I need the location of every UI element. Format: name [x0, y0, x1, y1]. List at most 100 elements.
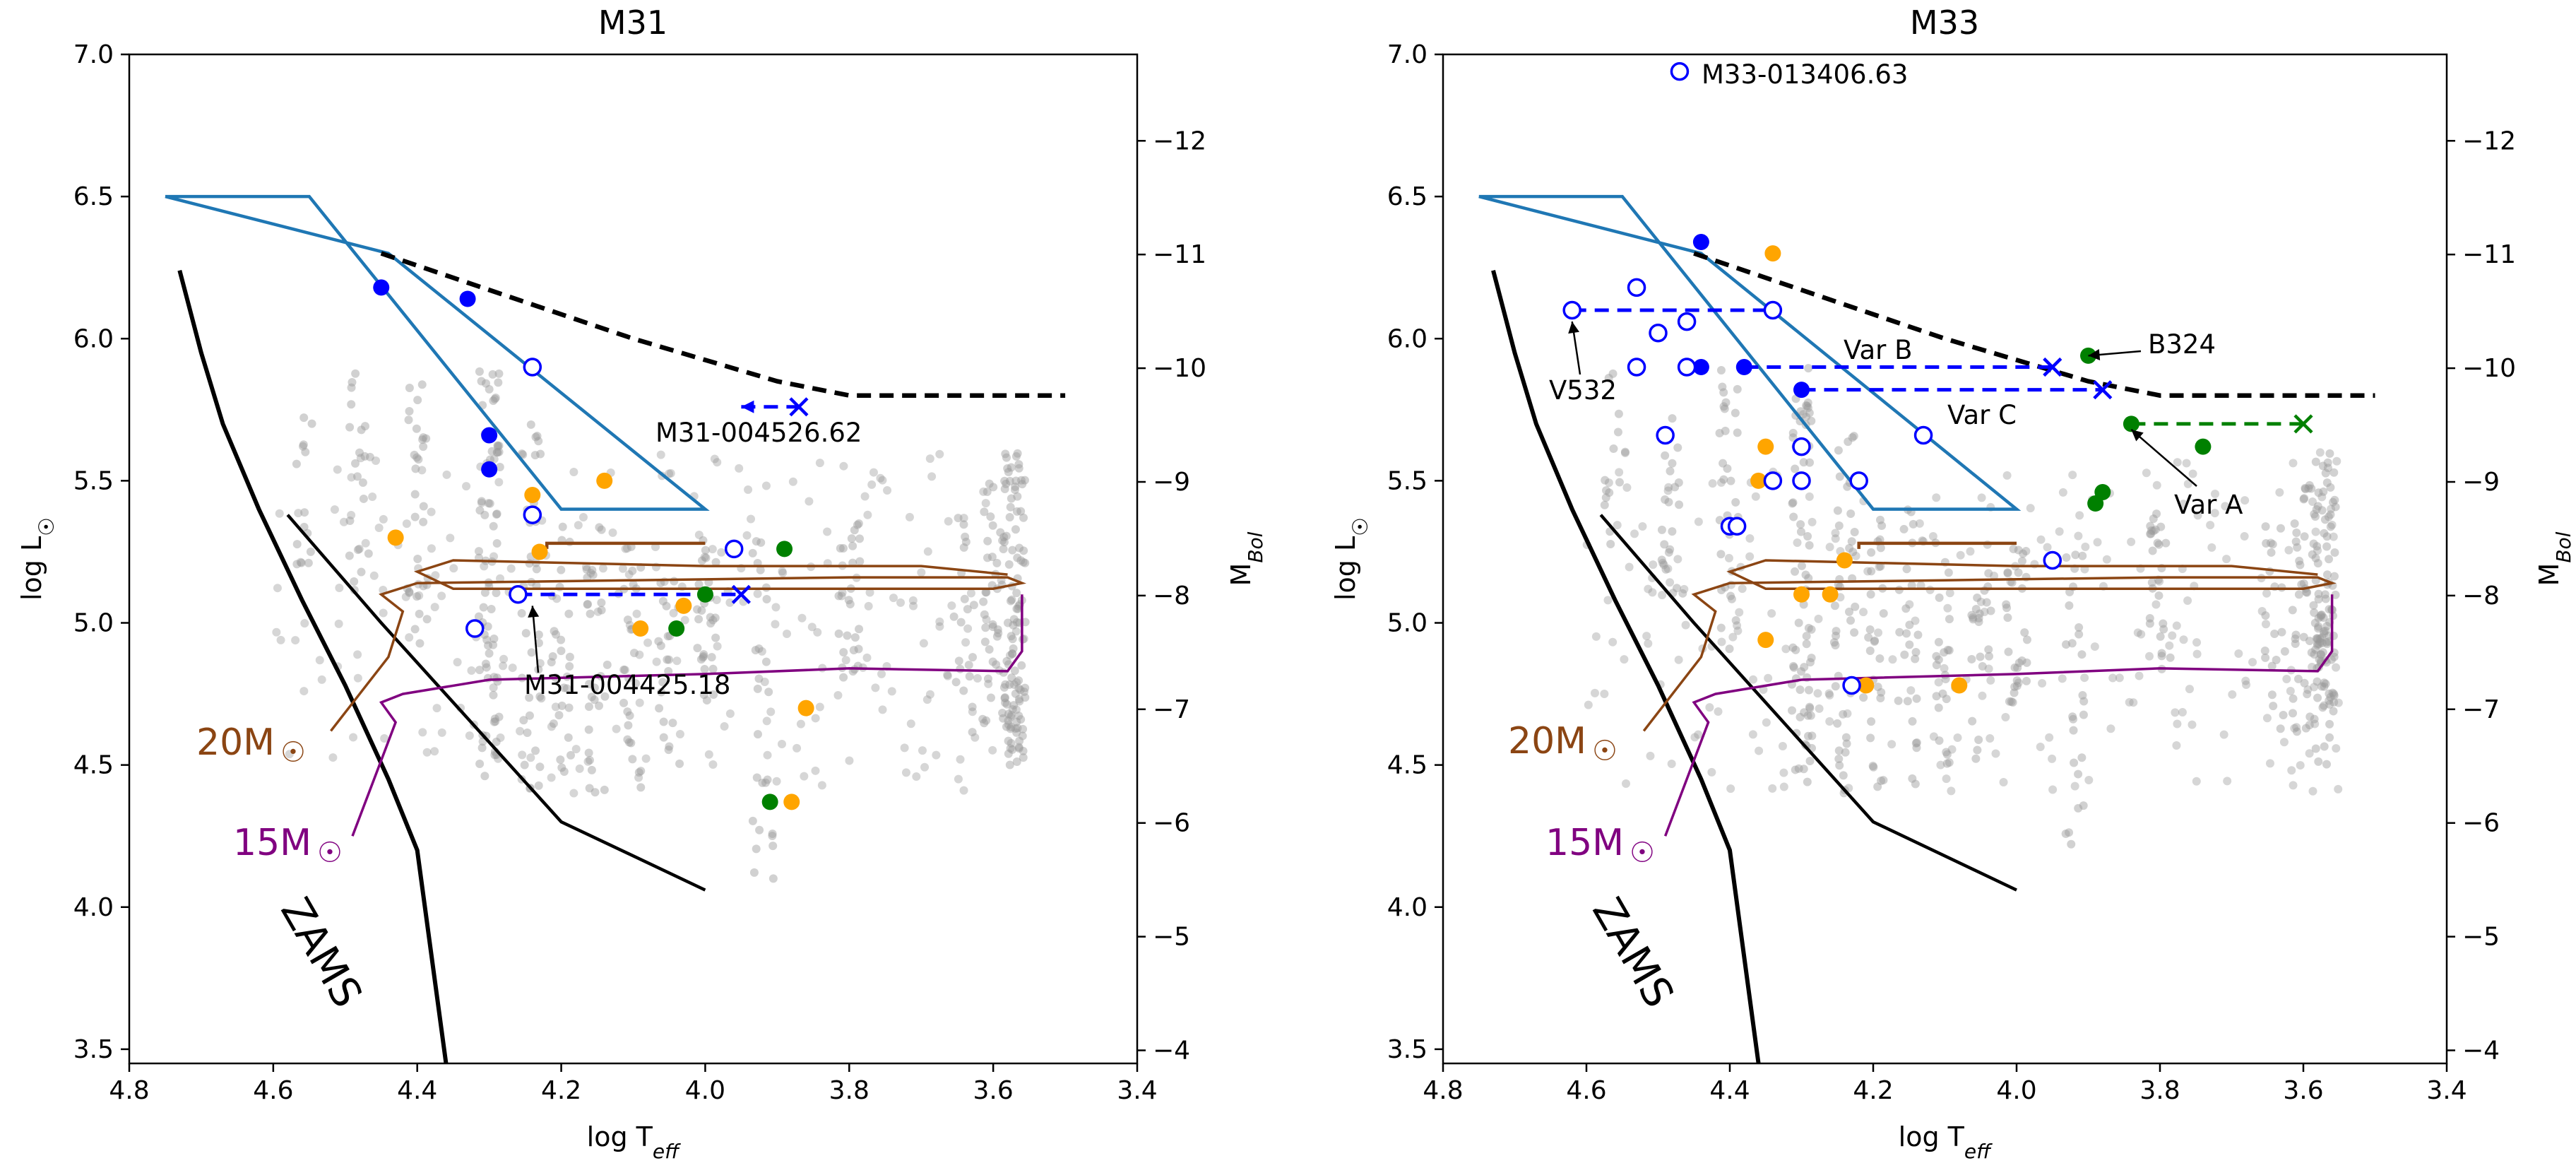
- background-star: [410, 450, 419, 459]
- background-star: [1843, 482, 1852, 491]
- background-star: [1934, 703, 1943, 712]
- background-star: [2318, 648, 2327, 657]
- background-star: [1974, 613, 1983, 623]
- background-star: [2329, 468, 2339, 477]
- background-star: [1014, 601, 1023, 610]
- background-star: [2329, 532, 2338, 541]
- background-star: [2192, 638, 2202, 647]
- background-star: [965, 672, 974, 681]
- background-star: [481, 659, 490, 668]
- background-star: [1789, 661, 1798, 671]
- background-star: [1011, 724, 1020, 733]
- background-star: [2142, 468, 2151, 478]
- background-star: [1614, 409, 1623, 418]
- background-star: [1789, 663, 1798, 672]
- background-star: [536, 449, 545, 459]
- orange-star: [1822, 586, 1839, 603]
- background-star: [1021, 693, 1030, 702]
- background-star: [2320, 678, 2329, 688]
- background-star: [586, 609, 595, 618]
- background-star: [298, 442, 307, 451]
- background-star: [508, 663, 517, 673]
- background-star: [1011, 482, 1020, 491]
- background-star: [2159, 625, 2168, 634]
- background-star: [815, 702, 824, 712]
- background-star: [2308, 662, 2317, 671]
- background-star: [493, 442, 502, 451]
- ticks-m33: 4.8 4.6 4.4 4.2 4.0 3.8 3.6 3.4 3.5 4.0 4.5 5.0 5.5 6…: [1387, 40, 2516, 1105]
- background-star: [484, 499, 493, 508]
- background-star: [634, 768, 643, 777]
- background-star: [2313, 634, 2322, 643]
- background-star: [350, 577, 359, 586]
- background-star: [2329, 707, 2338, 716]
- background-star: [1945, 615, 1954, 624]
- open-blue-star: [1627, 358, 1646, 377]
- variability-arrowhead: [741, 400, 754, 413]
- background-star: [2314, 622, 2323, 631]
- background-star: [2228, 690, 2237, 699]
- background-star: [2305, 712, 2315, 721]
- background-star: [748, 548, 757, 558]
- background-star: [600, 692, 610, 701]
- background-star: [353, 472, 362, 481]
- background-star: [480, 772, 489, 781]
- background-star: [2316, 610, 2325, 620]
- background-star: [980, 637, 990, 647]
- background-star: [430, 603, 439, 612]
- background-star: [431, 571, 440, 580]
- background-star: [2152, 480, 2161, 490]
- background-star: [537, 694, 546, 703]
- background-star: [944, 517, 953, 526]
- open-blue-star: [2043, 550, 2062, 570]
- background-star: [2012, 676, 2022, 685]
- background-star: [347, 473, 356, 482]
- background-star: [2330, 495, 2339, 505]
- background-star: [2319, 613, 2328, 623]
- background-star: [1014, 604, 1023, 613]
- background-star: [2289, 694, 2298, 703]
- background-star: [1846, 509, 1856, 518]
- background-star: [756, 538, 766, 547]
- background-star: [2311, 744, 2320, 753]
- background-star: [557, 647, 566, 656]
- background-star: [992, 660, 1001, 669]
- background-star: [1984, 645, 1993, 654]
- background-star: [479, 603, 488, 612]
- background-star: [410, 625, 420, 634]
- background-star: [2262, 539, 2271, 548]
- background-star: [2311, 553, 2320, 562]
- background-star: [598, 564, 607, 573]
- background-star: [2310, 618, 2320, 627]
- background-star: [697, 556, 706, 565]
- background-star: [2067, 839, 2076, 849]
- background-star: [1932, 493, 1941, 502]
- background-star: [2081, 542, 2090, 551]
- background-star: [2317, 506, 2327, 515]
- x-tick-label: 4.0: [1996, 1076, 2036, 1105]
- background-star: [960, 594, 969, 603]
- background-star: [1007, 632, 1016, 641]
- background-star: [1726, 784, 1735, 794]
- background-star: [712, 595, 721, 604]
- background-star: [1788, 706, 1797, 715]
- background-star: [427, 544, 436, 553]
- data-marks-m33: [1562, 61, 2313, 695]
- background-star: [1600, 689, 1609, 698]
- y2-tick-label: −5: [2462, 923, 2500, 952]
- background-star: [996, 528, 1005, 537]
- background-star: [788, 477, 797, 486]
- background-star: [1008, 649, 1017, 659]
- background-star: [550, 627, 559, 636]
- background-star: [981, 499, 990, 508]
- background-star: [1694, 730, 1703, 739]
- x-tick-label: 3.6: [2283, 1076, 2323, 1105]
- background-star: [2012, 681, 2022, 690]
- background-star: [1002, 453, 1011, 462]
- y-tick-label: 7.0: [73, 40, 114, 69]
- background-star: [2299, 579, 2308, 588]
- y2-tick-label: −10: [2462, 354, 2516, 383]
- background-star: [954, 514, 963, 523]
- background-star: [492, 538, 501, 548]
- background-star: [413, 555, 422, 564]
